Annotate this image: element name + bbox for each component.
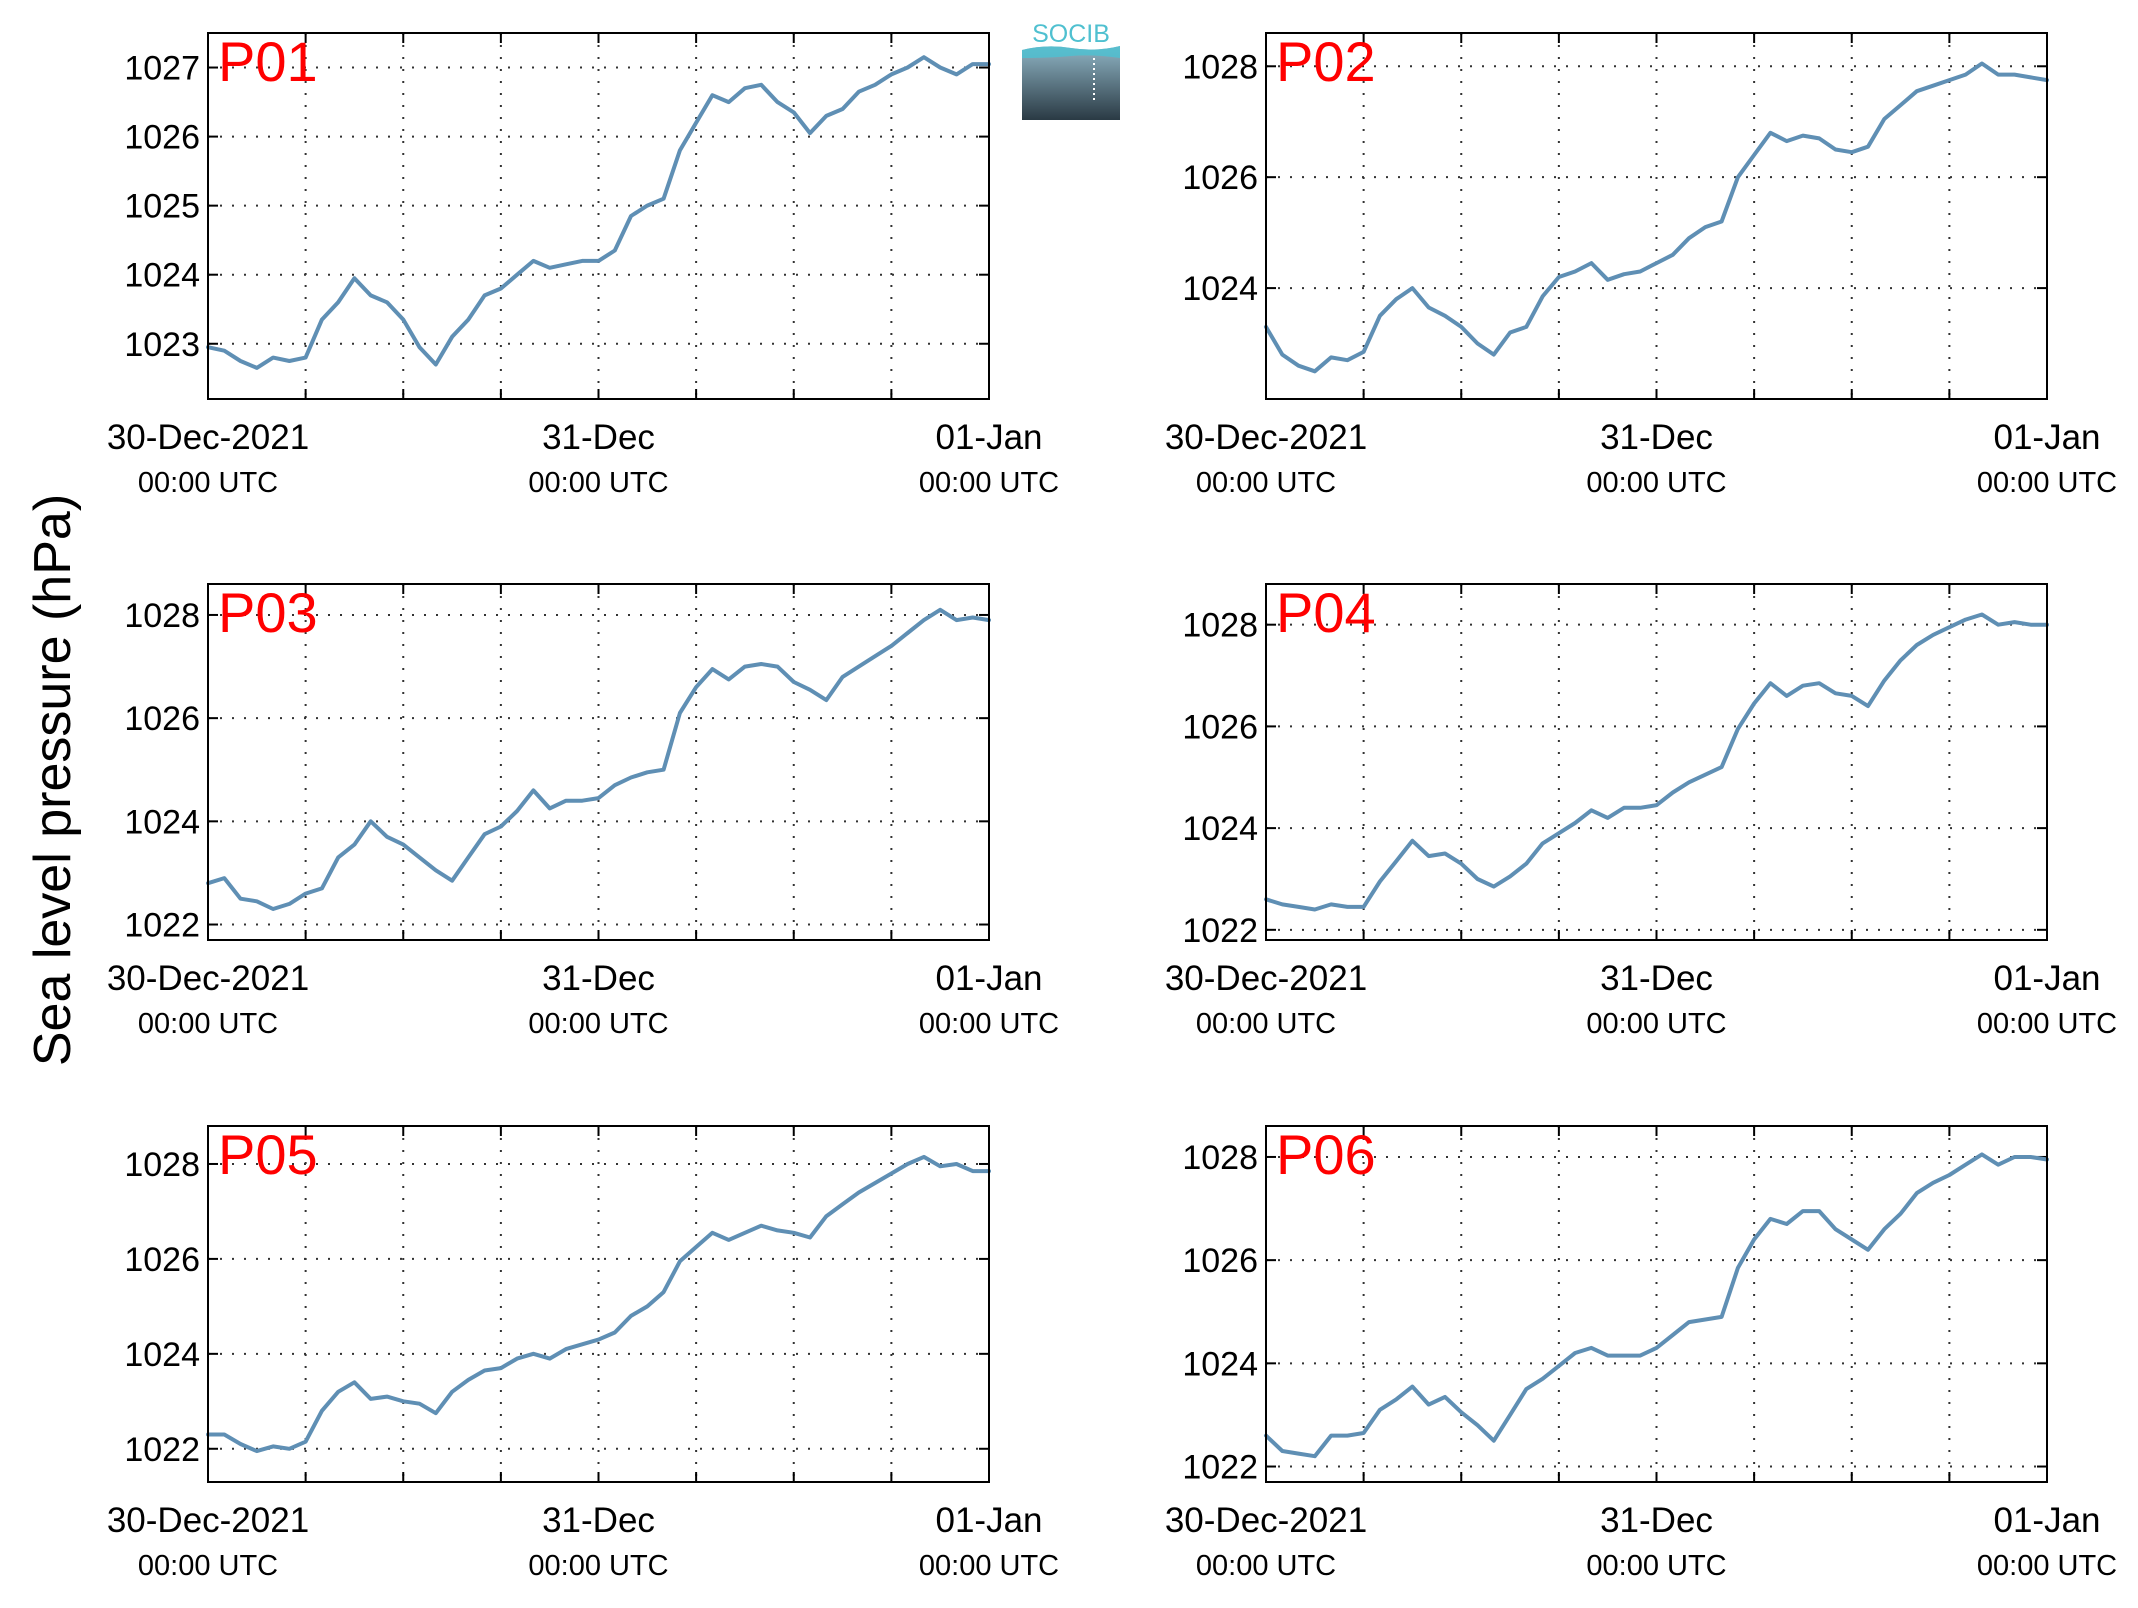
panel-p02: 1024 1026 1028 30-Dec-2021 00:00 UTC 31-Dec 00…: [1165, 30, 2117, 499]
x-tick-time-label: 00:00 UTC: [919, 1550, 1059, 1582]
x-tick-time-label: 00:00 UTC: [919, 1008, 1059, 1040]
socib-logo: SOCIB: [1022, 18, 1120, 120]
x-tick-time-label: 00:00 UTC: [1977, 1550, 2117, 1582]
pressure-line-p03: [206, 607, 991, 911]
y-tick-label: 1022: [1182, 912, 1258, 950]
x-tick-date-label: 31-Dec: [1600, 959, 1713, 998]
x-tick-date-label: 31-Dec: [542, 959, 655, 998]
x-tick-time-label: 00:00 UTC: [1196, 467, 1336, 499]
x-tick-time-label: 00:00 UTC: [138, 1550, 278, 1582]
panel-p04: 1022 1024 1026 1028 30-Dec-2021 00:00 UTC 31-D…: [1165, 581, 2117, 1040]
x-tick-time-label: 00:00 UTC: [528, 1008, 668, 1040]
y-tick-label: 1026: [124, 119, 200, 157]
y-tick-label: 1024: [1182, 810, 1258, 848]
y-tick-label: 1028: [1182, 1139, 1258, 1177]
y-tick-label: 1027: [124, 50, 200, 88]
plot-area: [208, 1126, 989, 1482]
y-tick-label: 1022: [124, 1431, 200, 1469]
x-tick-time-label: 00:00 UTC: [919, 467, 1059, 499]
plot-area: [1266, 1126, 2047, 1482]
y-tick-label: 1024: [124, 1336, 200, 1374]
x-tick-date-label: 31-Dec: [1600, 1501, 1713, 1540]
x-tick-date-label: 30-Dec-2021: [1165, 1501, 1367, 1540]
panel-p01: 1023 1024 1025 1026 1027 30-Dec-2021 00:00 UTC…: [107, 30, 1059, 499]
x-tick-date-label: 30-Dec-2021: [1165, 959, 1367, 998]
pressure-line-p04: [1264, 612, 2049, 912]
y-tick-label: 1024: [1182, 270, 1258, 308]
axes-box: [207, 1125, 990, 1483]
y-tick-label: 1022: [124, 907, 200, 945]
x-tick-time-label: 00:00 UTC: [1586, 1550, 1726, 1582]
panel-label: P01: [218, 30, 318, 93]
x-tick-date-label: 01-Jan: [935, 418, 1042, 457]
y-tick-label: 1024: [124, 803, 200, 841]
y-tick-label: 1028: [1182, 48, 1258, 86]
y-tick-label: 1026: [1182, 708, 1258, 746]
panel-label: P06: [1276, 1123, 1376, 1186]
y-tick-label: 1028: [124, 597, 200, 635]
x-tick-time-label: 00:00 UTC: [1586, 1008, 1726, 1040]
y-tick-label: 1028: [124, 1146, 200, 1184]
y-tick-label: 1024: [1182, 1345, 1258, 1383]
x-tick-date-label: 31-Dec: [542, 1501, 655, 1540]
axes-box: [1265, 32, 2048, 400]
x-tick-time-label: 00:00 UTC: [1977, 1008, 2117, 1040]
axes-box: [207, 583, 990, 941]
y-tick-label: 1023: [124, 326, 200, 364]
x-tick-date-label: 01-Jan: [1993, 1501, 2100, 1540]
x-tick-date-label: 01-Jan: [1993, 418, 2100, 457]
y-tick-label: 1026: [124, 700, 200, 738]
y-tick-label: 1026: [124, 1241, 200, 1279]
x-tick-time-label: 00:00 UTC: [1196, 1008, 1336, 1040]
x-tick-time-label: 00:00 UTC: [1586, 467, 1726, 499]
pressure-line-p06: [1264, 1152, 2049, 1459]
panel-label: P05: [218, 1123, 318, 1186]
x-tick-date-label: 31-Dec: [542, 418, 655, 457]
plot-area: [208, 584, 989, 940]
x-tick-date-label: 31-Dec: [1600, 418, 1713, 457]
y-tick-label: 1026: [1182, 159, 1258, 197]
x-tick-date-label: 30-Dec-2021: [107, 1501, 309, 1540]
pressure-line-p02: [1264, 61, 2049, 374]
x-tick-time-label: 00:00 UTC: [528, 1550, 668, 1582]
panel-p03: 1022 1024 1026 1028 30-Dec-2021 00:00 UTC 31-D…: [107, 581, 1059, 1040]
pressure-line-p01: [206, 55, 991, 370]
axes-box: [1265, 583, 2048, 941]
x-tick-date-label: 01-Jan: [1993, 959, 2100, 998]
x-tick-date-label: 30-Dec-2021: [107, 418, 309, 457]
y-tick-label: 1028: [1182, 607, 1258, 645]
x-tick-date-label: 30-Dec-2021: [107, 959, 309, 998]
panel-label: P04: [1276, 581, 1376, 644]
y-axis-label: Sea level pressure (hPa): [24, 494, 82, 1066]
logo-text: SOCIB: [1032, 20, 1110, 48]
x-tick-date-label: 01-Jan: [935, 1501, 1042, 1540]
axes-box: [207, 32, 990, 400]
y-tick-label: 1022: [1182, 1449, 1258, 1487]
x-tick-date-label: 30-Dec-2021: [1165, 418, 1367, 457]
x-tick-time-label: 00:00 UTC: [1977, 467, 2117, 499]
axes-box: [1265, 1125, 2048, 1483]
x-tick-time-label: 00:00 UTC: [138, 467, 278, 499]
y-tick-label: 1025: [124, 188, 200, 226]
y-tick-label: 1026: [1182, 1242, 1258, 1280]
x-tick-time-label: 00:00 UTC: [1196, 1550, 1336, 1582]
pressure-line-p05: [206, 1154, 991, 1454]
panel-p06: 1022 1024 1026 1028 30-Dec-2021 00:00 UTC 31-D…: [1165, 1123, 2117, 1582]
x-tick-time-label: 00:00 UTC: [528, 467, 668, 499]
panel-label: P02: [1276, 30, 1376, 93]
panel-p05: 1022 1024 1026 1028 30-Dec-2021 00:00 UTC 31-D…: [107, 1123, 1059, 1582]
x-tick-date-label: 01-Jan: [935, 959, 1042, 998]
x-tick-time-label: 00:00 UTC: [138, 1008, 278, 1040]
y-tick-label: 1024: [124, 257, 200, 295]
panel-label: P03: [218, 581, 318, 644]
